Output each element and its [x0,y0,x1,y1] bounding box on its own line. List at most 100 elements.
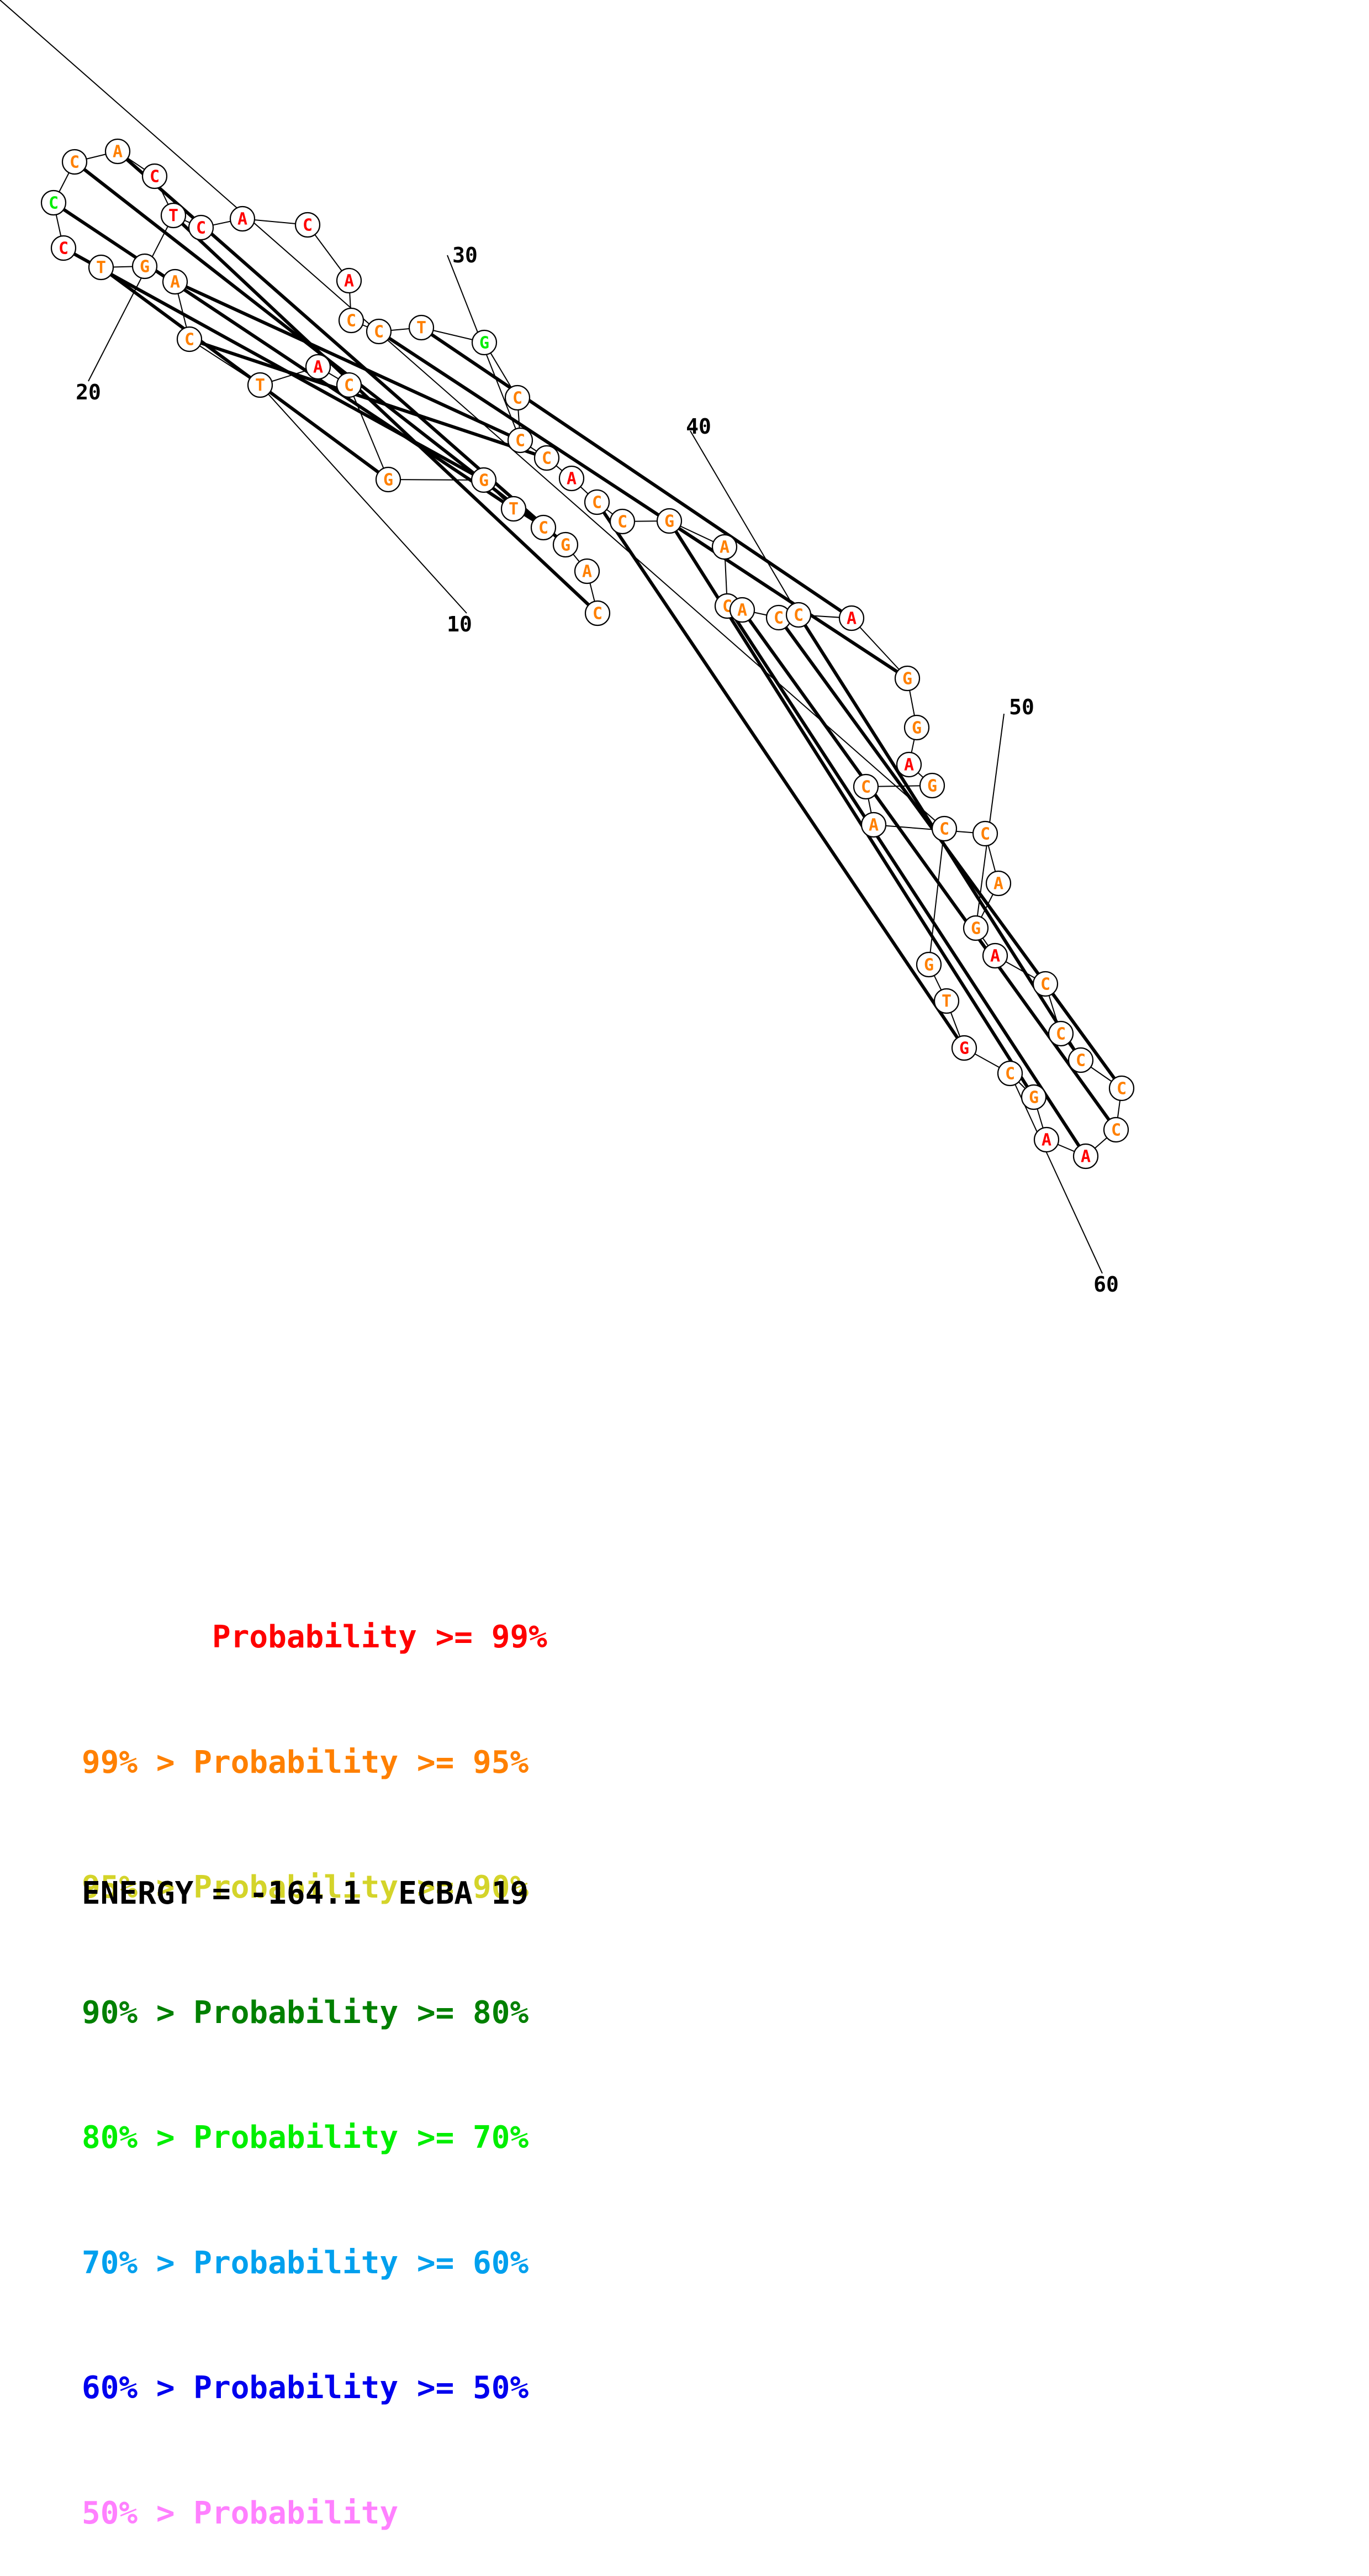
base-circle [933,988,960,1014]
base-letter: T [168,207,178,226]
base-circle [584,600,611,626]
base-circle [336,267,362,294]
base-pair-bond [62,208,505,504]
base-letter: G [927,777,937,796]
base-letter: T [96,259,106,278]
base-letter: C [939,820,949,839]
backbone-segment [873,824,986,834]
base-circle [896,751,922,778]
base-letter: C [196,219,206,238]
base-circle [533,445,560,471]
base-circle [853,773,879,800]
base-letter: G [479,334,489,353]
base-circle [711,534,738,560]
base-circle [584,489,610,515]
base-letter: A [170,273,180,292]
position-tick [260,384,467,614]
base-letter: G [971,919,981,939]
base-letter: A [237,210,247,229]
base-letter: A [720,538,730,557]
base-letter: C [538,519,548,538]
base-circle [729,597,755,623]
base-pair-bond [199,341,537,456]
base-letter: C [515,431,525,451]
base-circle [838,605,865,631]
base-letter: C [70,153,80,172]
base-circle [1072,1143,1099,1170]
base-letter: C [592,493,602,513]
backbone-segment [0,0,945,829]
position-labels: 10 20 30 40 50 60 [76,243,1119,1297]
base-letter: G [479,471,489,491]
base-letter: T [942,992,952,1012]
base-letter: A [567,470,577,489]
base-circle [972,820,998,847]
base-pair-bond [181,222,590,607]
base-circle [305,354,331,380]
base-letter: G [140,257,150,277]
base-circle [471,329,498,356]
base-pair-bond [72,252,475,476]
backbone-segment [928,828,945,965]
base-letter: C [1076,1051,1086,1071]
base-letter: C [861,778,871,797]
base-circle [500,496,527,522]
base-circle [985,870,1012,897]
base-circle [338,307,364,334]
base-letter: C [1005,1065,1015,1084]
position-ticks [88,215,1103,1274]
base-circle [1048,1020,1074,1047]
base-circle [247,372,273,398]
position-tick [975,713,1005,929]
base-letter: A [344,272,354,291]
base-pair-bond [109,273,380,474]
base-circle [61,149,88,175]
base-circle [504,384,531,411]
position-tick [690,430,799,615]
base-letter: T [255,376,265,396]
base-circle [919,772,945,799]
base-letter: C [617,513,627,532]
base-pair-bond [602,510,959,1040]
base-circle [552,531,579,558]
base-letter: G [959,1039,969,1058]
legend-row-below-50: 50% > Probability [82,2495,399,2531]
base-letter: C [1056,1025,1066,1044]
base-circle [963,915,989,941]
base-letter: C [593,604,602,624]
base-letter: C [49,194,59,213]
base-circle [903,714,930,741]
base-pair-bond [732,614,1081,1148]
base-circle [916,951,942,978]
base-circle [294,212,321,238]
base-letter: A [869,816,879,835]
position-label-30: 30 [452,243,478,267]
base-circle [1033,1126,1060,1153]
legend-row-99: Probability >= 99% [82,1619,547,1655]
base-letter: A [737,601,747,620]
base-circle [785,602,812,628]
base-letter: C [374,323,384,342]
base-letter: A [993,875,1003,894]
base-pair-bond [387,336,899,673]
base-circle [558,465,585,492]
base-pair-bond [674,529,1029,1089]
legend-row-60: 70% > Probability >= 60% [82,2245,529,2281]
base-letter: C [512,389,522,408]
base-circle [160,202,187,229]
base-circle [229,206,256,232]
base-letter: C [542,449,552,468]
base-letter: A [313,358,323,377]
base-circle [1067,1047,1094,1073]
base-letter: A [847,609,857,629]
base-letter: G [924,956,934,975]
base-circle [951,1035,977,1061]
base-circle [860,812,887,838]
legend-row-70: 80% > Probability >= 70% [82,2120,529,2156]
base-letter: C [1117,1079,1127,1099]
legend-row-80: 90% > Probability >= 80% [82,1994,529,2031]
base-circle [609,508,636,535]
base-circle [931,815,958,842]
